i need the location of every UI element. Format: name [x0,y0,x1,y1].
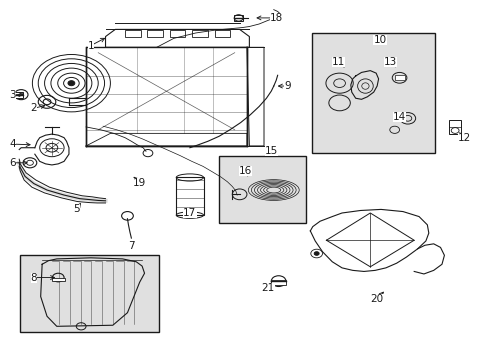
Bar [20,255,159,332]
Bar [219,156,305,223]
Text: 6: 6 [10,158,16,168]
Bar [52,278,64,281]
Text: 12: 12 [457,133,470,143]
Bar [169,30,185,37]
Bar [311,33,434,153]
Circle shape [314,252,319,255]
Text: 21: 21 [261,283,274,293]
Text: 7: 7 [128,241,134,251]
Bar [14,92,23,98]
Text: 20: 20 [370,294,383,304]
Text: 11: 11 [331,57,345,67]
Text: 8: 8 [30,273,37,283]
Text: 5: 5 [73,204,80,215]
Bar [233,15,242,21]
Bar [271,280,285,285]
Bar [192,30,207,37]
Circle shape [68,81,75,86]
Text: 18: 18 [269,13,282,23]
Text: 17: 17 [183,208,196,218]
Text: 10: 10 [373,35,386,45]
Bar [214,30,230,37]
Bar [448,120,461,134]
Bar [394,75,405,80]
Bar [125,30,141,37]
Text: 9: 9 [284,81,290,91]
Text: 3: 3 [10,90,16,100]
Text: 16: 16 [238,166,252,176]
Text: 15: 15 [264,146,277,156]
Text: 2: 2 [30,103,37,113]
Text: 13: 13 [384,57,397,67]
Text: 19: 19 [133,178,146,188]
Text: 4: 4 [10,139,16,149]
Bar [176,177,203,215]
Text: 14: 14 [392,112,406,122]
Bar [147,30,163,37]
Text: 1: 1 [87,41,94,50]
